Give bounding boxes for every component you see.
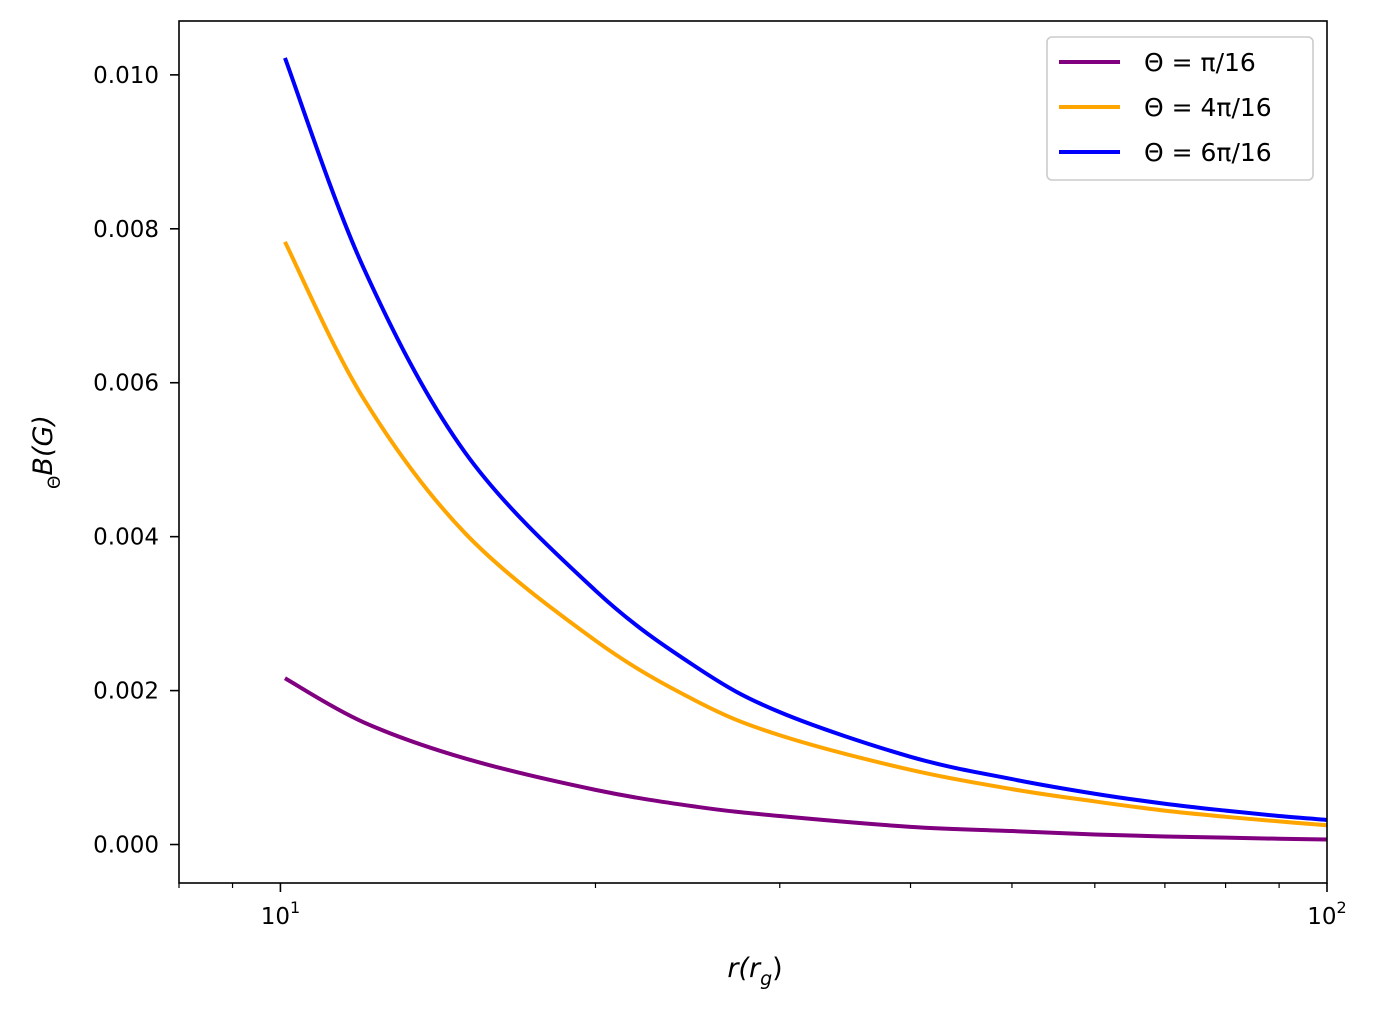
- x-axis-title-sub: g: [760, 968, 772, 990]
- x-axis-title: r(rg): [727, 953, 782, 990]
- y-tick-label-5: 0.008: [93, 217, 159, 243]
- series-line-3: [283, 57, 1328, 822]
- y-tick-label-4: 0.006: [93, 371, 159, 397]
- y-axis: 0.000 0.002 0.004 0.006 0.008 0.010: [93, 63, 179, 859]
- x-tick-label-exponent: 2: [1337, 898, 1347, 917]
- legend: Θ = π/16 Θ = 4π/16 Θ = 6π/16: [1046, 36, 1314, 181]
- x-axis: 101 102: [178, 883, 1347, 930]
- y-axis-title: ΘB(G): [28, 415, 65, 489]
- series-layer: [283, 57, 1328, 842]
- x-tick-label-base: 10: [1307, 904, 1336, 930]
- legend-label-3: Θ = 6π/16: [1144, 138, 1272, 167]
- y-axis-title-sub: Θ: [45, 476, 65, 489]
- series-line-2: [283, 240, 1328, 828]
- x-tick-label-1: 101: [261, 898, 300, 930]
- x-axis-title-close: ): [772, 953, 783, 984]
- legend-label-1: Θ = π/16: [1144, 48, 1256, 77]
- y-tick-label-2: 0.002: [93, 679, 159, 705]
- plot-frame: [178, 20, 1328, 884]
- x-tick-label-base: 10: [261, 904, 290, 930]
- y-tick-label-6: 0.010: [93, 63, 159, 89]
- legend-label-2: Θ = 4π/16: [1144, 93, 1272, 122]
- x-axis-title-main: r(r: [727, 953, 762, 984]
- series-line-1: [283, 676, 1328, 842]
- x-tick-label-exponent: 1: [290, 898, 300, 917]
- x-tick-label-2: 102: [1307, 898, 1346, 930]
- y-axis-title-main: B(G): [28, 415, 59, 476]
- y-tick-label-3: 0.004: [93, 525, 159, 551]
- y-tick-label-1: 0.000: [93, 833, 159, 859]
- legend-box: [1046, 36, 1314, 181]
